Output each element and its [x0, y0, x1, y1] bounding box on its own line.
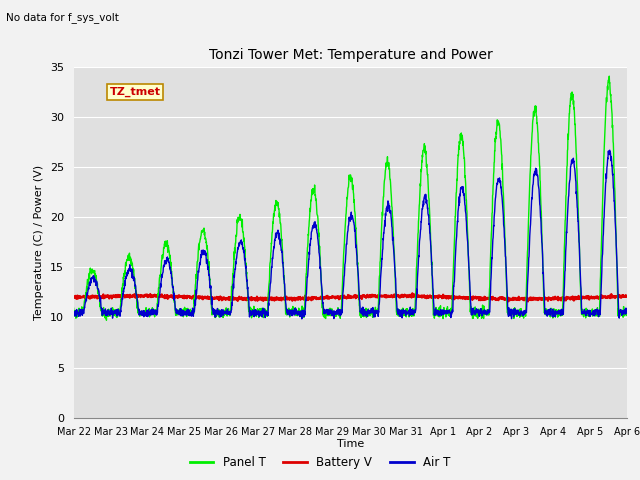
Y-axis label: Temperature (C) / Power (V): Temperature (C) / Power (V) — [34, 165, 44, 320]
Legend: Panel T, Battery V, Air T: Panel T, Battery V, Air T — [185, 452, 455, 474]
Text: TZ_tmet: TZ_tmet — [109, 86, 161, 97]
Title: Tonzi Tower Met: Temperature and Power: Tonzi Tower Met: Temperature and Power — [209, 48, 492, 62]
X-axis label: Time: Time — [337, 439, 364, 449]
Text: No data for f_sys_volt: No data for f_sys_volt — [6, 12, 119, 23]
